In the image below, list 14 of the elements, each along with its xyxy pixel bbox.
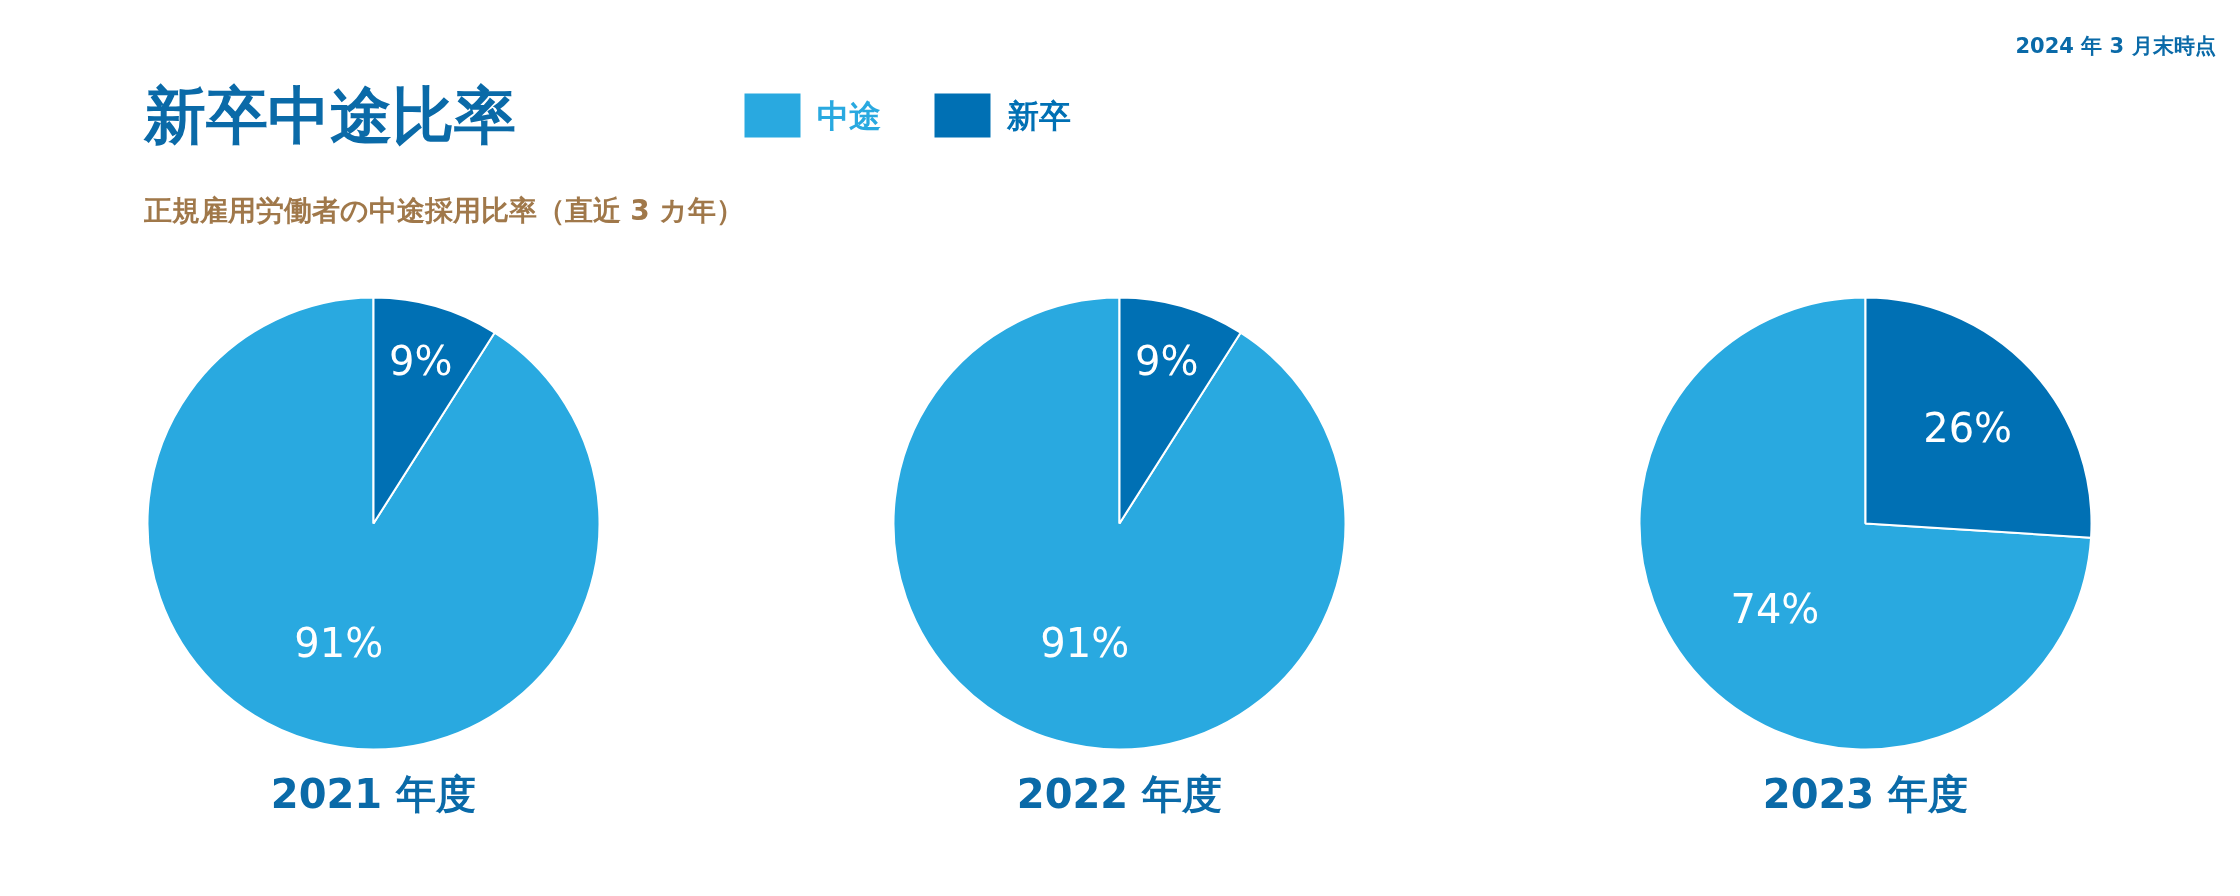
data-label: 9% [1135,337,1199,384]
chart-title: 新卒中途比率 [142,79,516,152]
data-label: 91% [294,619,384,666]
text: 2024 年 3 月末時点 [2015,33,2216,58]
data-label: 91% [1040,619,1130,666]
data-label: 74% [1730,585,1820,632]
text: 2023 年度 [1762,770,1969,817]
text: 正規雇用労働者の中途採用比率（直近 3 カ年） [142,194,745,227]
data-label: 26% [1923,404,2013,451]
data-label: 9% [389,337,453,384]
legend-label: 中途 [816,96,881,135]
text: 2022 年度 [1016,770,1223,817]
legend-label: 新卒 [1005,96,1071,135]
text: 2021 年度 [270,770,477,817]
